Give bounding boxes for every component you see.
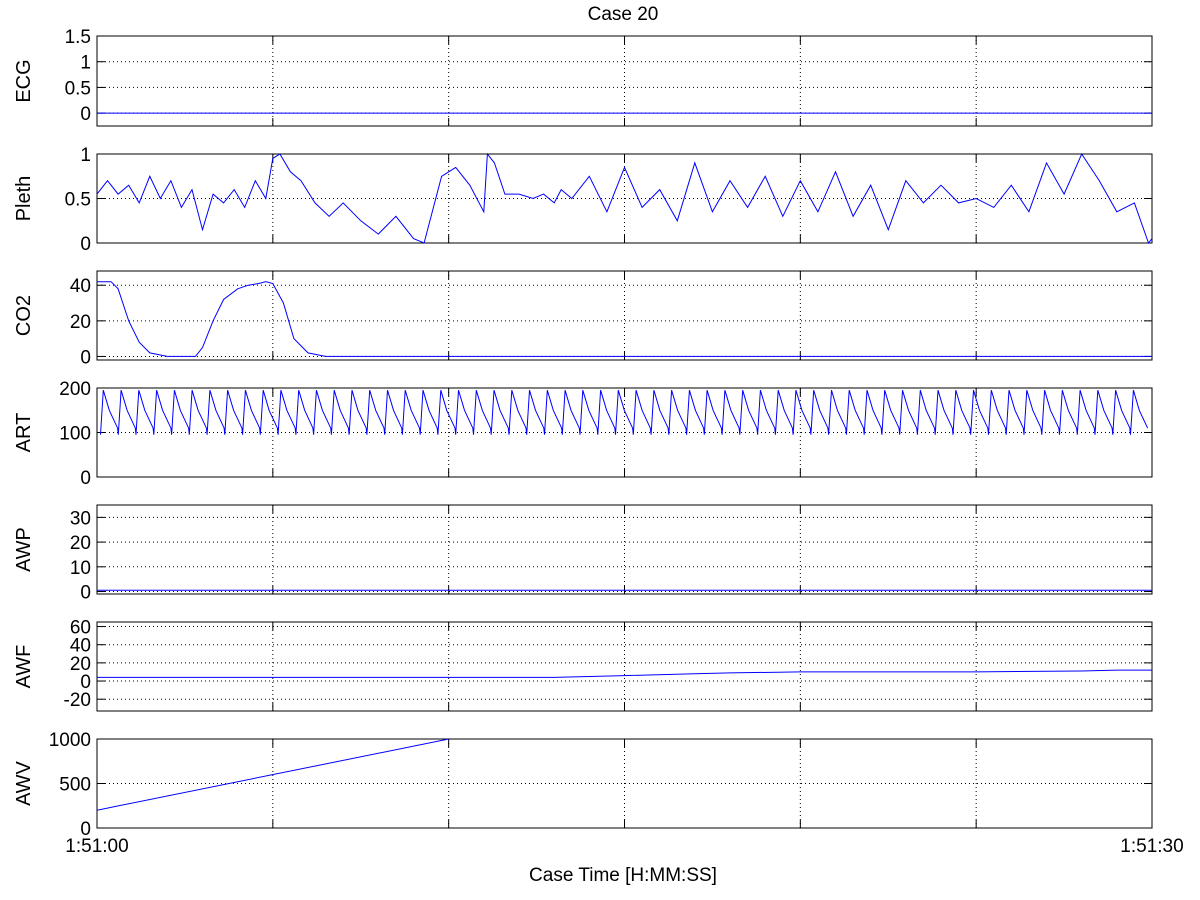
- panel-pleth: 0 0.5 1 Pleth: [13, 145, 1153, 255]
- y-tick-label: 0: [80, 234, 91, 255]
- x-tick-label-start: 1:51:00: [65, 836, 128, 857]
- y-tick-label: 0: [80, 468, 91, 489]
- y-tick-label: 0: [80, 104, 91, 125]
- y-tick-label: 20: [70, 312, 91, 333]
- y-tick-label: 10: [70, 558, 91, 579]
- y-tick-label: 0.5: [65, 78, 91, 99]
- y-tick-label: 1: [80, 53, 91, 74]
- y-tick-label: 40: [70, 636, 91, 657]
- y-tick-label: 1000: [49, 730, 91, 751]
- panel-awp: 0 10 20 30 AWP: [13, 504, 1153, 604]
- y-axis-label: Pleth: [13, 176, 35, 222]
- y-tick-label: 0: [80, 819, 91, 840]
- y-tick-label: 1: [80, 145, 91, 166]
- y-axis-label: ART: [13, 413, 35, 453]
- x-tick-label-end: 1:51:30: [1120, 836, 1183, 857]
- y-tick-label: 500: [59, 775, 91, 796]
- x-axis-label: Case Time [H:MM:SS]: [529, 865, 717, 886]
- panel-awv: 0 500 1000 AWV: [13, 730, 1153, 840]
- y-axis-label: ECG: [13, 59, 35, 102]
- trace-awf: [97, 669, 1152, 678]
- y-tick-label: 1.5: [65, 27, 91, 48]
- panels: 00.511.5ECG00.51Pleth02040CO20100200ART0…: [13, 27, 1153, 840]
- figure-title: Case 20: [588, 4, 659, 25]
- y-tick-label: 60: [70, 618, 91, 639]
- y-tick-label: 40: [70, 276, 91, 297]
- y-tick-label: 20: [70, 654, 91, 675]
- y-tick-label: 0: [80, 672, 91, 693]
- y-axis-label: AWP: [13, 527, 35, 572]
- y-axis-label: AWF: [13, 645, 35, 689]
- y-axis-label: AWV: [13, 760, 35, 805]
- y-tick-label: -20: [64, 690, 91, 711]
- y-tick-label: 0.5: [65, 190, 91, 211]
- trace-awv: [96, 738, 449, 811]
- panel-co2: 0 20 40 CO2: [13, 270, 1153, 368]
- y-tick-label: 20: [70, 533, 91, 554]
- panel-ecg: 0 0.5 1 1.5 ECG: [13, 27, 1153, 127]
- y-tick-label: 0: [80, 583, 91, 604]
- y-axis-label: CO2: [13, 295, 35, 336]
- trace-co2: [97, 281, 1152, 357]
- y-tick-label: 0: [80, 347, 91, 368]
- y-tick-label: 200: [59, 379, 91, 400]
- trace-pleth: [96, 152, 1153, 245]
- panel-art: 0 100 200 ART: [13, 379, 1153, 489]
- y-tick-label: 30: [70, 508, 91, 529]
- y-tick-label: 100: [59, 424, 91, 445]
- trace-art: [100, 390, 1149, 435]
